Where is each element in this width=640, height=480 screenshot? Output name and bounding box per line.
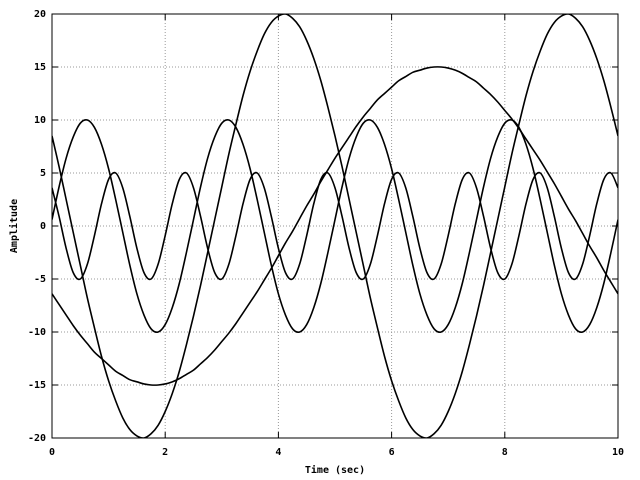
data-line xyxy=(52,66,618,386)
y-tick-label: 5 xyxy=(40,168,46,179)
x-tick-label: 6 xyxy=(389,447,395,458)
y-tick-label: -20 xyxy=(28,433,46,444)
data-line xyxy=(52,171,618,281)
plot-frame xyxy=(51,13,619,439)
x-tick-label: 8 xyxy=(502,447,508,458)
x-tick-label: 4 xyxy=(275,447,281,458)
y-tick-label: 20 xyxy=(34,9,46,20)
y-tick-label: 10 xyxy=(34,115,46,126)
x-axis-label: Time (sec) xyxy=(305,464,365,476)
y-tick-label: 0 xyxy=(40,221,46,232)
y-tick-label: -5 xyxy=(34,274,46,285)
x-tick-label: 2 xyxy=(162,447,168,458)
y-tick-label: 15 xyxy=(34,62,46,73)
x-tick-label: 0 xyxy=(49,447,55,458)
data-line xyxy=(52,119,618,333)
y-tick-label: -10 xyxy=(28,327,46,338)
x-tick-label: 10 xyxy=(612,447,624,458)
y-tick-label: -15 xyxy=(28,380,46,391)
y-axis-label: Amplitude xyxy=(8,199,20,253)
data-line xyxy=(52,14,618,438)
